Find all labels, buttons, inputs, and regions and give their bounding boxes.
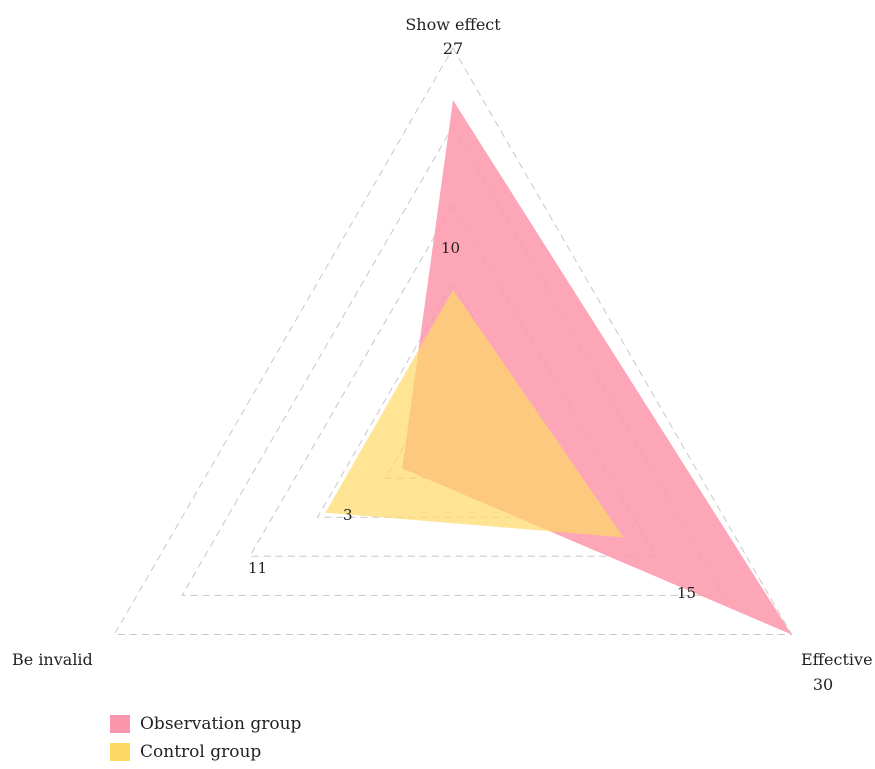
axis-max-show-effect: 27: [443, 39, 463, 58]
grid-ring-5: [113, 46, 793, 635]
legend-swatch-observation: [110, 715, 130, 733]
legend-item-control: Control group: [110, 740, 301, 764]
data-label-control-effective: 15: [677, 584, 696, 602]
series-layer: [325, 100, 792, 635]
axis-name-be-invalid: Be invalid: [12, 650, 93, 669]
legend-label-observation: Observation group: [140, 714, 302, 734]
legend-item-observation: Observation group: [110, 712, 301, 736]
axis-name-effective: Effective: [801, 650, 873, 669]
axis-name-show-effect: Show effect: [405, 15, 501, 34]
series-area-control: [325, 289, 624, 538]
legend: Observation group Control group: [110, 712, 301, 768]
axis-max-effective: 30: [813, 675, 833, 694]
legend-label-control: Control group: [140, 742, 262, 762]
data-label-observation-be-invalid: 3: [343, 506, 353, 524]
legend-swatch-control: [110, 743, 130, 761]
data-label-observation-show-effect: 10: [441, 239, 460, 257]
data-label-control-be-invalid: 11: [248, 559, 267, 577]
